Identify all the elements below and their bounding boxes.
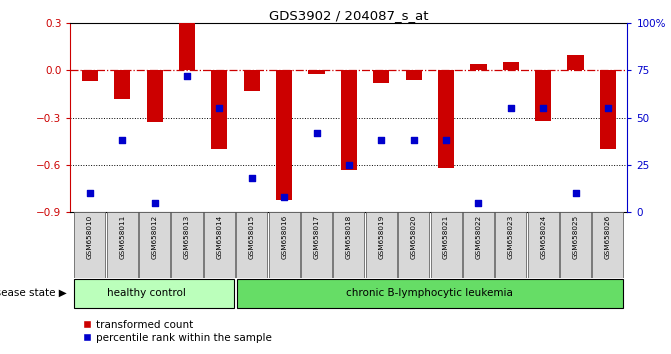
Point — [376, 138, 386, 143]
Text: GSM658019: GSM658019 — [378, 215, 384, 259]
Bar — [373, 70, 389, 83]
FancyBboxPatch shape — [238, 280, 623, 308]
FancyBboxPatch shape — [107, 212, 138, 278]
Bar — [341, 70, 357, 170]
Bar — [276, 70, 293, 200]
Point — [409, 138, 419, 143]
FancyBboxPatch shape — [560, 212, 591, 278]
Text: GSM658010: GSM658010 — [87, 215, 93, 259]
FancyBboxPatch shape — [74, 280, 234, 308]
Text: GSM658018: GSM658018 — [346, 215, 352, 259]
Text: GSM658011: GSM658011 — [119, 215, 125, 259]
FancyBboxPatch shape — [301, 212, 332, 278]
Text: healthy control: healthy control — [107, 288, 186, 298]
Point — [246, 176, 257, 181]
Text: GSM658024: GSM658024 — [540, 215, 546, 259]
Point — [278, 194, 289, 200]
Bar — [405, 70, 422, 80]
FancyBboxPatch shape — [366, 212, 397, 278]
Bar — [146, 70, 163, 122]
Bar — [600, 70, 616, 149]
Text: GSM658021: GSM658021 — [443, 215, 449, 259]
Bar — [535, 70, 552, 121]
Point — [505, 105, 516, 111]
FancyBboxPatch shape — [592, 212, 623, 278]
Text: GSM658016: GSM658016 — [281, 215, 287, 259]
FancyBboxPatch shape — [431, 212, 462, 278]
Text: GSM658014: GSM658014 — [217, 215, 222, 259]
Legend: transformed count, percentile rank within the sample: transformed count, percentile rank withi… — [83, 320, 272, 343]
Point — [441, 138, 452, 143]
Point — [85, 190, 95, 196]
Bar — [244, 70, 260, 91]
Bar — [438, 70, 454, 168]
FancyBboxPatch shape — [495, 212, 526, 278]
Text: GSM658013: GSM658013 — [184, 215, 190, 259]
Point — [344, 162, 354, 168]
FancyBboxPatch shape — [172, 212, 203, 278]
Point — [603, 105, 613, 111]
Text: disease state ▶: disease state ▶ — [0, 288, 67, 298]
FancyBboxPatch shape — [527, 212, 559, 278]
Point — [149, 200, 160, 206]
Bar — [503, 62, 519, 70]
Bar — [470, 64, 486, 70]
Point — [117, 138, 127, 143]
Text: GSM658020: GSM658020 — [411, 215, 417, 259]
Text: GSM658025: GSM658025 — [572, 215, 578, 259]
Point — [570, 190, 581, 196]
Point — [311, 130, 322, 136]
Bar — [82, 70, 98, 81]
Text: GSM658017: GSM658017 — [313, 215, 319, 259]
FancyBboxPatch shape — [139, 212, 170, 278]
Bar — [211, 70, 227, 149]
FancyBboxPatch shape — [398, 212, 429, 278]
FancyBboxPatch shape — [74, 212, 105, 278]
Point — [473, 200, 484, 206]
Point — [182, 73, 193, 79]
Bar — [114, 70, 130, 99]
Bar — [568, 55, 584, 70]
Bar — [179, 23, 195, 70]
FancyBboxPatch shape — [463, 212, 494, 278]
Title: GDS3902 / 204087_s_at: GDS3902 / 204087_s_at — [269, 9, 429, 22]
Text: GSM658022: GSM658022 — [476, 215, 481, 259]
Text: chronic B-lymphocytic leukemia: chronic B-lymphocytic leukemia — [346, 288, 513, 298]
Point — [538, 105, 549, 111]
Text: GSM658023: GSM658023 — [508, 215, 514, 259]
Bar — [309, 70, 325, 74]
FancyBboxPatch shape — [236, 212, 267, 278]
FancyBboxPatch shape — [268, 212, 300, 278]
Text: GSM658012: GSM658012 — [152, 215, 158, 259]
Text: GSM658026: GSM658026 — [605, 215, 611, 259]
Point — [214, 105, 225, 111]
Text: GSM658015: GSM658015 — [249, 215, 255, 259]
FancyBboxPatch shape — [204, 212, 235, 278]
FancyBboxPatch shape — [333, 212, 364, 278]
